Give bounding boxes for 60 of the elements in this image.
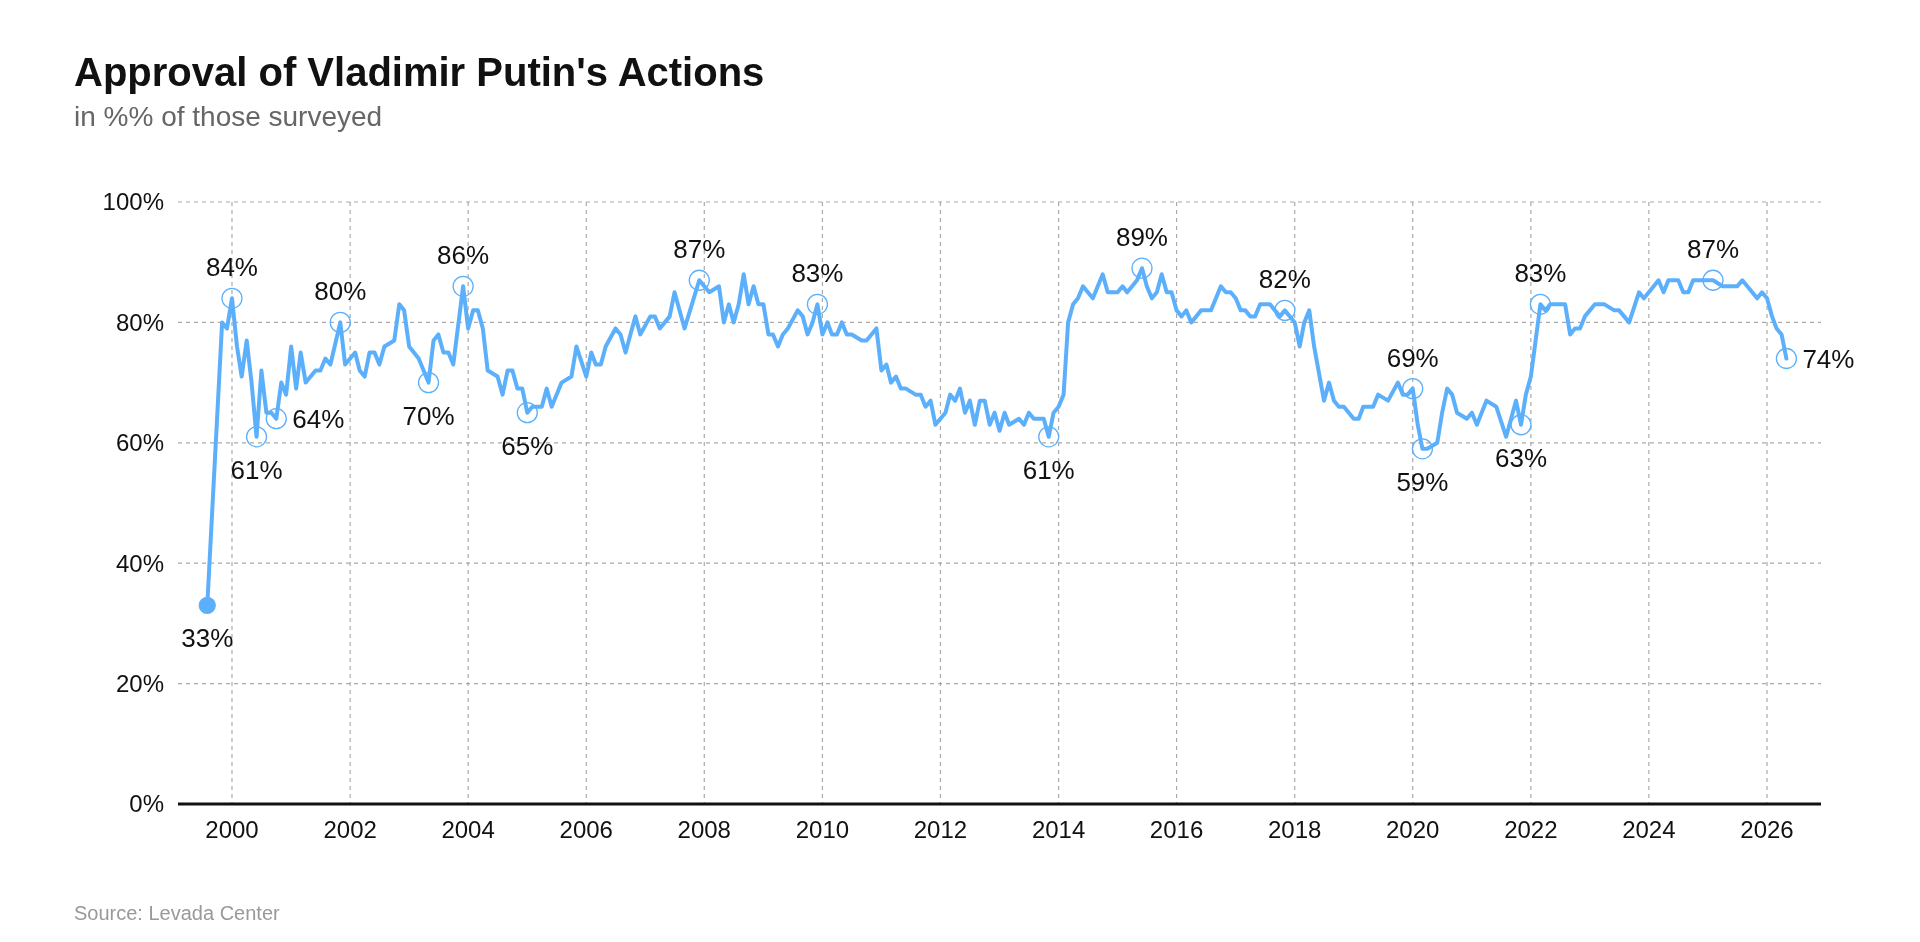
annotation: 82% (1258, 264, 1311, 295)
annotation: 87% (673, 234, 726, 265)
x-tick-label: 2012 (913, 816, 968, 843)
point (1274, 299, 1296, 322)
x-tick-label: 2002 (323, 816, 377, 843)
x-tick-label: 2008 (677, 816, 731, 843)
y-tick-label: 60% (115, 429, 164, 457)
point (417, 371, 440, 394)
annotation: 89% (1115, 222, 1168, 253)
x-tick-label: 2010 (795, 816, 850, 843)
x-tick-label: 2018 (1268, 816, 1322, 843)
point (806, 293, 829, 315)
point (221, 287, 243, 309)
x-tick-label: 2014 (1031, 816, 1086, 843)
chart-title: Approval of Vladimir Putin's Actions (74, 50, 765, 94)
x-tick-label: 2000 (205, 816, 259, 843)
annotation: 80% (314, 276, 367, 307)
point (1702, 269, 1724, 291)
y-tick-label: 20% (115, 670, 164, 697)
x-tick-label: 2026 (1740, 816, 1794, 843)
point (516, 402, 538, 424)
x-tick-label: 2006 (559, 816, 613, 843)
annotation: 65% (501, 430, 554, 461)
annotation: 84% (205, 252, 259, 283)
annotation: 59% (1396, 466, 1449, 497)
annotation: 70% (402, 400, 455, 431)
point (265, 408, 287, 430)
chart-subtitle: in %% of those surveyed (74, 101, 383, 132)
point (329, 311, 351, 334)
annotation: 74% (1802, 343, 1855, 374)
y-tick-label: 100% (102, 188, 164, 216)
point (1402, 377, 1424, 400)
annotation: 83% (1514, 258, 1567, 289)
y-tick-label: 40% (115, 549, 164, 577)
x-tick-label: 2016 (1149, 816, 1204, 843)
annotation: 87% (1687, 234, 1740, 265)
point (1411, 438, 1434, 460)
x-tick-label: 2024 (1622, 816, 1676, 843)
x-tick-label: 2022 (1504, 816, 1558, 843)
point (1131, 257, 1153, 279)
source-note: Source: Levada Center (74, 902, 281, 924)
point (245, 426, 268, 448)
point (1038, 426, 1060, 448)
annotation: 63% (1494, 442, 1548, 473)
point (688, 269, 710, 291)
annotation: 61% (230, 454, 283, 485)
x-tick-label: 2020 (1386, 816, 1440, 843)
point (1510, 414, 1532, 436)
annotation: 86% (437, 240, 490, 271)
annotation: 33% (181, 623, 234, 654)
annotation: 61% (1022, 454, 1075, 485)
annotation: 83% (791, 258, 844, 289)
point (1529, 293, 1552, 315)
x-tick-label: 2004 (441, 816, 495, 843)
annotation: 69% (1386, 342, 1439, 373)
annotation: 64% (292, 403, 345, 434)
y-tick-label: 80% (115, 308, 164, 336)
point (1775, 347, 1798, 370)
y-tick-label: 0% (129, 790, 164, 818)
point (452, 275, 474, 297)
